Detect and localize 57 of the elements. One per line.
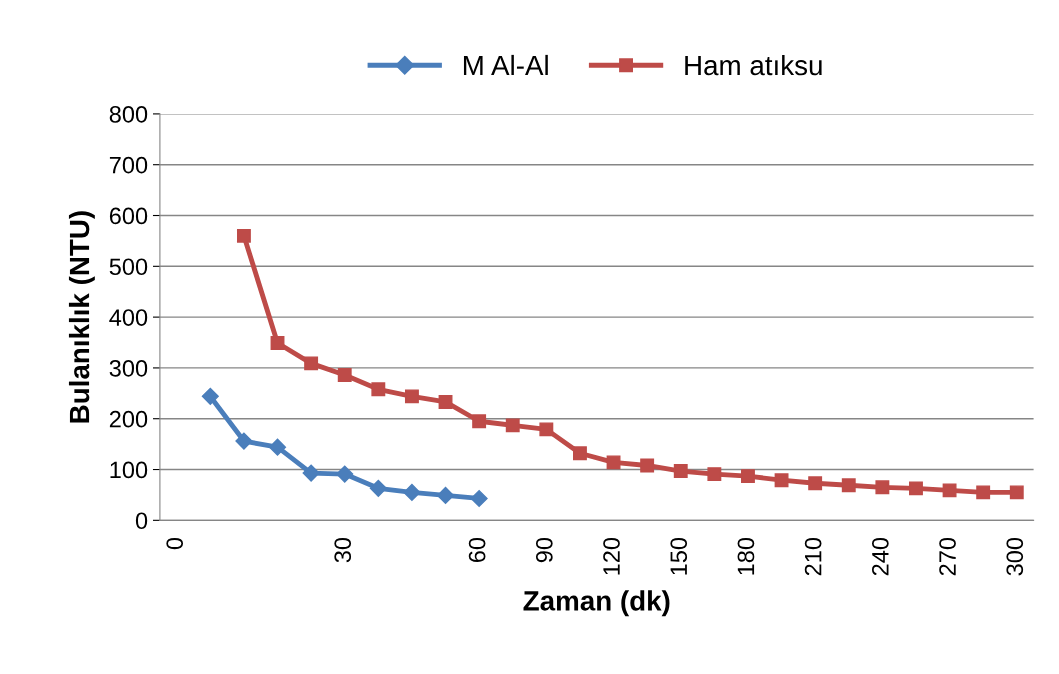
point [673, 464, 688, 478]
point [909, 481, 923, 496]
x-tick-label: 240 [871, 537, 889, 576]
point [270, 336, 285, 350]
point [472, 414, 487, 429]
point [304, 356, 319, 371]
x-tick-label: 0 [166, 537, 184, 550]
y-axis-title: Bulanıklık (NTU) [68, 211, 95, 423]
y-tick-label: 800 [109, 105, 148, 123]
point [337, 368, 352, 382]
point [505, 418, 520, 433]
point [707, 467, 722, 482]
y-tick-label: 300 [109, 359, 148, 377]
y-tick-label: 700 [109, 156, 148, 174]
legend-label: M Al-Al [463, 54, 548, 76]
y-tick-label: 100 [110, 461, 148, 479]
point [371, 382, 386, 397]
x-axis-title: Zaman (dk) [523, 590, 670, 617]
point [1009, 485, 1024, 500]
point [201, 387, 219, 405]
point [436, 486, 455, 504]
point [236, 228, 251, 243]
point [268, 438, 287, 456]
point [606, 455, 621, 470]
x-tick-label: 210 [804, 537, 822, 576]
x-tick-label: 180 [737, 537, 755, 575]
x-tick-label: 30 [334, 537, 352, 563]
point [302, 464, 320, 482]
point [875, 480, 890, 495]
y-tick-label: 600 [109, 207, 148, 225]
point [336, 465, 354, 483]
point [976, 485, 991, 500]
point [438, 395, 453, 409]
point [572, 446, 587, 461]
x-tick-label: 150 [670, 537, 688, 575]
y-tick-label: 500 [109, 258, 148, 276]
point [841, 478, 856, 493]
y-tick-label: 200 [109, 410, 148, 428]
point [808, 476, 823, 491]
point [369, 479, 387, 497]
x-tick-label: 270 [939, 537, 956, 576]
point [774, 473, 789, 488]
point [403, 483, 421, 501]
x-tick-label: 300 [1006, 537, 1024, 576]
point [470, 489, 488, 508]
point [640, 458, 655, 473]
point [942, 483, 957, 498]
point [235, 432, 253, 450]
x-tick-label: 120 [603, 537, 620, 575]
legend-label: Ham atıksu [685, 54, 822, 76]
point [539, 422, 554, 437]
y-tick-label: 400 [109, 309, 148, 326]
point [741, 469, 755, 484]
x-tick-label: 90 [535, 537, 553, 563]
x-tick-label: 60 [468, 537, 486, 563]
y-tick-label: 0 [135, 512, 148, 530]
point [404, 389, 419, 404]
